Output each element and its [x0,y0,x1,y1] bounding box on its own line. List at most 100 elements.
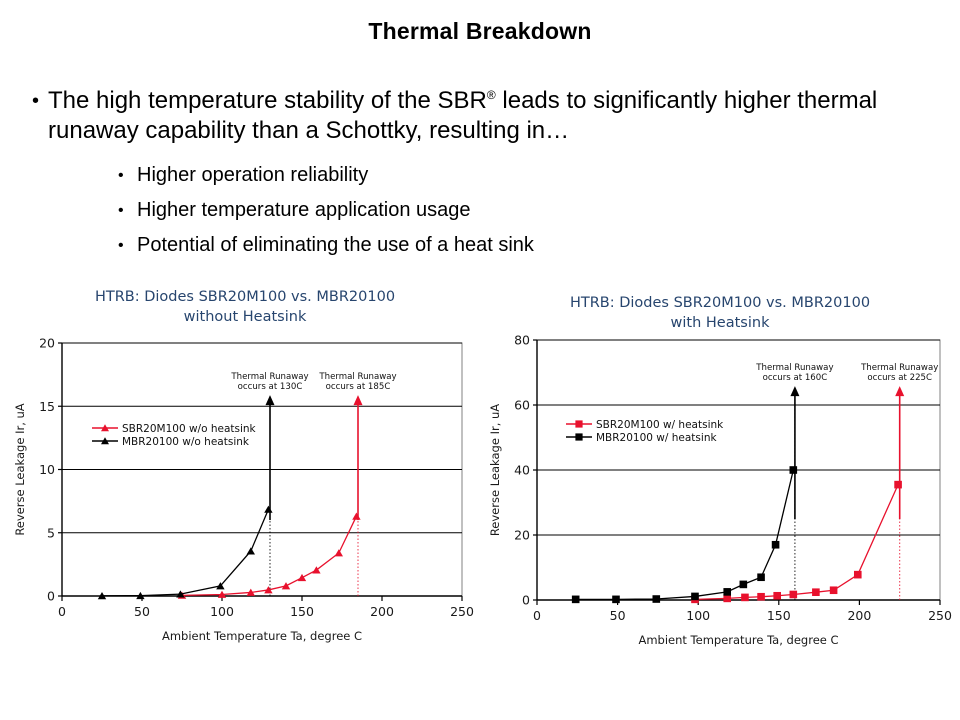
runaway-arrow-head [790,386,800,397]
data-point-marker [176,590,185,598]
chart-canvas-with-heatsink: 0 20 40 60 80 0 50 100 150 200 250 Ambient Temperat… [488,333,952,648]
data-point-marker [723,594,732,603]
sub-bullet-label: Potential of eliminating the use of a he… [137,234,534,256]
legend-label: SBR20M100 w/ heatsink [596,419,724,431]
y-axis-tick-label: 20 [514,528,530,543]
data-point-marker [217,590,227,598]
data-point-marker [789,466,798,474]
bullet-list: • The high temperature stability of the … [26,86,934,263]
y-axis-tick-label: 40 [514,463,530,478]
legend-label: MBR20100 w/ heatsink [596,432,717,444]
data-point-marker [812,588,820,596]
data-point-marker [264,505,273,513]
chart-title-line1: HTRB: Diodes SBR20M100 vs. MBR20100 [569,295,871,311]
data-point-marker [652,595,661,603]
bullet-marker: • [118,202,124,219]
data-point-marker [334,549,343,557]
runaway-annotation-line2: occurs at 225C [867,373,932,383]
sub-bullet-list: • Higher operation reliability • Higher … [26,158,934,263]
data-point-marker [97,591,107,600]
data-point-marker [352,512,361,520]
x-axis-tick-label: 250 [450,604,474,619]
x-axis-tick-label: 50 [610,608,626,623]
y-axis-tick-label: 0 [522,593,530,608]
bullet-marker: • [118,237,124,254]
data-point-marker [297,573,307,582]
legend-swatch-marker [101,424,109,432]
x-axis-tick-label: 0 [533,608,541,623]
x-axis-tick-label: 50 [134,604,150,619]
sub-bullet-item: • Potential of eliminating the use of a … [118,228,934,263]
bullet-marker: • [32,90,40,112]
y-axis-tick-label: 10 [39,462,55,477]
series-line [181,516,357,597]
x-axis-tick-label: 200 [847,608,871,623]
bullet-level1-text: The high temperature stability of the SB… [48,86,934,146]
bullet-marker: • [118,167,124,184]
x-axis-title: Ambient Temperature Ta, degree C [638,633,838,647]
data-point-marker [757,592,765,601]
registered-mark-superscript: ® [486,88,496,102]
legend-swatch-marker [575,433,583,441]
x-axis-tick-label: 150 [767,608,791,623]
sub-bullet-item: • Higher temperature application usage [118,193,934,228]
y-axis-tick-label: 60 [514,398,530,413]
data-point-marker [757,573,765,582]
data-point-marker [853,570,862,579]
data-point-marker [739,580,748,589]
chart-without-heatsink: HTRB: Diodes SBR20M100 vs. MBR20100 with… [0,285,490,655]
data-point-marker [571,595,580,604]
data-point-marker [829,586,838,595]
data-point-marker [773,591,781,600]
series-line [694,484,899,600]
sub-bullet-label: Higher temperature application usage [137,199,471,221]
y-axis-title: Reverse Leakage Ir, uA [488,404,502,536]
data-point-marker [691,592,699,601]
y-axis-tick-label: 0 [47,589,55,604]
data-point-marker [612,595,620,604]
bullet-text-before: The high temperature stability of the SB… [48,87,487,114]
data-point-marker [723,588,732,596]
data-point-marker [246,547,255,555]
runaway-arrow-head [895,386,905,397]
data-point-marker [264,586,273,594]
runaway-arrow-head [265,395,275,406]
legend-label: MBR20100 w/o heatsink [122,436,250,448]
runaway-annotation-line2: occurs at 185C [326,382,391,392]
runaway-annotation-line1: Thermal Runaway [230,372,308,382]
data-point-marker [741,593,749,602]
bullet-text-after: leads to significantly higher thermal ru… [48,87,878,144]
y-axis-tick-label: 15 [39,399,55,414]
chart-title: HTRB: Diodes SBR20M100 vs. MBR20100 with… [480,293,960,333]
x-axis-tick-label: 250 [928,608,952,623]
x-axis-tick-label: 100 [686,608,710,623]
sub-bullet-item: • Higher operation reliability [118,158,934,193]
bullet-level1: • The high temperature stability of the … [26,86,934,146]
data-point-marker [771,540,780,549]
runaway-annotation-line1: Thermal Runaway [860,363,938,373]
x-axis-tick-label: 150 [290,604,314,619]
x-axis-tick-label: 0 [58,604,66,619]
page-title: Thermal Breakdown [368,18,592,44]
runaway-annotation-line2: occurs at 160C [763,373,828,383]
sub-bullet-label: Higher operation reliability [137,164,369,186]
series-line [101,509,269,597]
data-point-marker [136,591,145,600]
y-axis-tick-label: 5 [47,525,55,540]
data-point-marker [246,588,255,596]
chart-title-line2: with Heatsink [670,315,770,331]
legend-label: SBR20M100 w/o heatsink [122,423,257,435]
data-point-marker [789,590,798,599]
chart-title: HTRB: Diodes SBR20M100 vs. MBR20100 with… [0,287,490,327]
x-axis-tick-label: 200 [370,604,394,619]
x-axis-tick-label: 100 [210,604,234,619]
legend-swatch-marker [575,420,583,428]
chart-title-line2: without Heatsink [183,309,307,325]
data-point-marker [312,566,321,574]
runaway-annotation-line2: occurs at 130C [238,382,303,392]
x-axis-title: Ambient Temperature Ta, degree C [162,629,362,643]
y-axis-tick-label: 80 [514,333,530,348]
data-point-marker [894,480,902,489]
legend-swatch-marker [101,437,109,445]
